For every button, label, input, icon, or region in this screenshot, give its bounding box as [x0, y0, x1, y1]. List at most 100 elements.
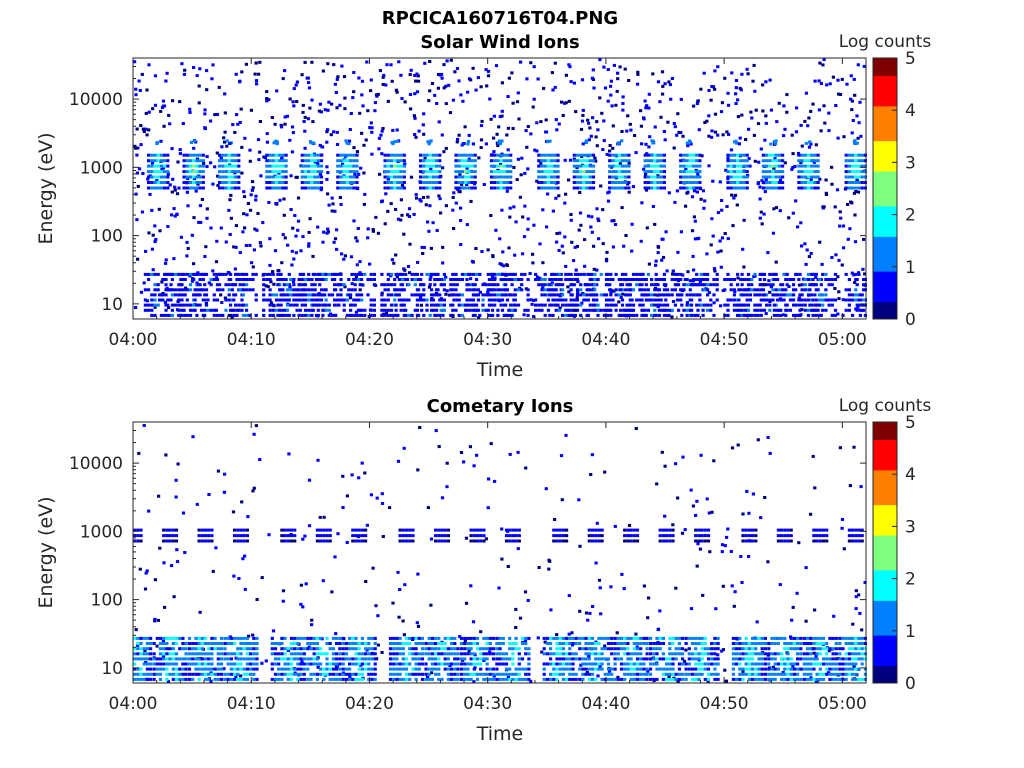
heatmap-cell — [858, 293, 862, 297]
heatmap-cell — [454, 170, 458, 174]
heatmap-cell — [400, 213, 404, 217]
heatmap-cell — [293, 539, 297, 543]
heatmap-cell — [269, 301, 274, 305]
heatmap-cell — [265, 186, 269, 190]
heatmap-cell — [797, 153, 801, 157]
heatmap-cell — [701, 593, 705, 597]
heatmap-cell — [851, 159, 855, 163]
heatmap-cell — [550, 186, 554, 190]
heatmap-cell — [854, 539, 858, 543]
heatmap-cell — [174, 272, 178, 276]
heatmap-cell — [834, 104, 838, 107]
heatmap-cell — [334, 91, 338, 94]
heatmap-cell — [797, 181, 801, 184]
heatmap-cell — [702, 288, 706, 292]
heatmap-cell — [810, 293, 814, 297]
heatmap-cell — [781, 159, 785, 163]
heatmap-cell — [836, 136, 840, 140]
heatmap-cell — [706, 303, 710, 307]
heatmap-cell — [510, 313, 514, 317]
heatmap-cell — [500, 298, 505, 302]
heatmap-cell — [603, 644, 607, 648]
heatmap-cell — [511, 101, 515, 105]
heatmap-cell — [656, 175, 660, 179]
heatmap-cell — [638, 288, 642, 292]
heatmap-cell — [173, 214, 177, 218]
heatmap-cell — [823, 121, 827, 125]
heatmap-cell — [499, 164, 503, 168]
heatmap-cell — [588, 288, 592, 292]
heatmap-cell — [734, 79, 739, 82]
heatmap-cell — [249, 208, 253, 212]
heatmap-cell — [656, 283, 660, 287]
heatmap-cell — [415, 72, 419, 76]
colorbar-segment — [873, 253, 897, 259]
heatmap-cell — [386, 153, 390, 157]
heatmap-cell — [281, 233, 285, 237]
heatmap-cell — [475, 308, 479, 312]
heatmap-cell — [428, 313, 432, 317]
heatmap-cell — [685, 186, 689, 190]
heatmap-cell — [679, 164, 683, 168]
heatmap-cell — [145, 652, 149, 656]
heatmap-cell — [672, 146, 676, 150]
heatmap-cell — [830, 298, 834, 302]
heatmap-cell — [241, 288, 245, 292]
heatmap-cell — [419, 159, 423, 163]
heatmap-cell — [643, 99, 647, 103]
heatmap-cell — [251, 633, 255, 637]
heatmap-cell — [480, 119, 484, 123]
heatmap-cell — [207, 493, 211, 496]
heatmap-cell — [699, 278, 703, 281]
heatmap-cell — [391, 128, 395, 132]
heatmap-cell — [402, 633, 406, 637]
heatmap-cell — [588, 186, 592, 190]
heatmap-cell — [863, 298, 867, 302]
heatmap-cell — [501, 264, 505, 268]
heatmap-cell — [268, 175, 272, 179]
heatmap-cell — [628, 293, 632, 297]
heatmap-cell — [824, 308, 828, 312]
heatmap-cell — [774, 260, 778, 264]
heatmap-cell — [451, 208, 455, 212]
heatmap-cell — [725, 205, 729, 208]
heatmap-cell — [609, 585, 613, 589]
heatmap-cell — [463, 125, 467, 129]
heatmap-cell — [330, 278, 335, 281]
heatmap-cell — [588, 611, 592, 615]
heatmap-cell — [414, 79, 418, 83]
heatmap-cell — [698, 186, 702, 190]
heatmap-cell — [215, 113, 220, 116]
heatmap-cell — [792, 288, 796, 292]
heatmap-cell — [298, 298, 302, 302]
heatmap-cell — [844, 308, 848, 312]
heatmap-cell — [650, 298, 654, 302]
heatmap-cell — [677, 283, 681, 287]
heatmap-cell — [711, 179, 715, 183]
heatmap-cell — [771, 175, 775, 179]
heatmap-cell — [454, 186, 458, 190]
heatmap-cell — [214, 308, 218, 312]
heatmap-cell — [195, 303, 199, 307]
heatmap-cell — [729, 283, 733, 287]
heatmap-cell — [310, 60, 314, 64]
heatmap-cell — [493, 170, 497, 174]
heatmap-cell — [630, 298, 634, 302]
heatmap-cell — [237, 159, 241, 163]
heatmap-cell — [445, 461, 449, 465]
heatmap-cell — [315, 539, 319, 543]
heatmap-cell — [290, 249, 294, 253]
colorbar-segment — [873, 301, 897, 307]
heatmap-cell — [354, 528, 358, 532]
heatmap-cell — [198, 67, 202, 71]
heatmap-cell — [774, 153, 778, 157]
heatmap-cell — [321, 240, 325, 244]
heatmap-cell — [383, 175, 387, 179]
heatmap-cell — [515, 100, 520, 104]
heatmap-cell — [366, 278, 370, 281]
y-tick-label: 1000 — [80, 158, 123, 178]
heatmap-cell — [402, 181, 406, 184]
heatmap-cell — [149, 636, 153, 640]
heatmap-cell — [249, 193, 253, 197]
heatmap-cell — [844, 159, 848, 163]
